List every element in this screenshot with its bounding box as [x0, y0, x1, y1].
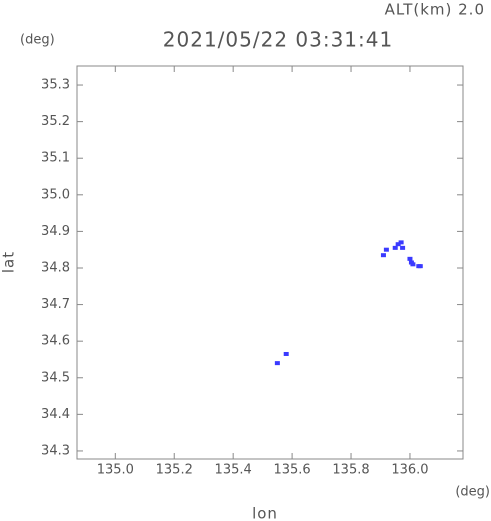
x-tick-label: 135.6 [273, 463, 310, 478]
x-tick-label: 135.2 [156, 463, 193, 478]
x-tick-label: 135.0 [97, 463, 134, 478]
data-point [395, 242, 401, 247]
data-point [417, 264, 423, 269]
plot-frame [76, 65, 464, 460]
y-tick-label: 34.8 [41, 260, 70, 275]
y-axis-label: lat [0, 251, 18, 273]
x-tick-label: 135.4 [215, 463, 252, 478]
data-point [400, 245, 406, 250]
data-point [383, 247, 389, 252]
x-unit: (deg) [455, 485, 490, 500]
y-tick-label: 35.0 [41, 187, 70, 202]
altitude-label: ALT(km) 2.0 [385, 1, 485, 19]
data-point [283, 351, 289, 356]
y-tick-label: 35.2 [41, 114, 70, 129]
y-tick-label: 34.6 [41, 334, 70, 349]
y-tick-label: 34.4 [41, 407, 70, 422]
data-point [380, 253, 386, 258]
y-tick-label: 34.9 [41, 224, 70, 239]
x-axis-label: lon [252, 505, 278, 521]
data-point [407, 256, 413, 261]
y-tick-label: 34.7 [41, 297, 70, 312]
data-point [392, 245, 398, 250]
data-point [274, 361, 280, 366]
y-tick-label: 34.5 [41, 370, 70, 385]
chart-title: 2021/05/22 03:31:41 [163, 28, 393, 52]
data-point [410, 262, 416, 267]
y-tick-label: 34.3 [41, 443, 70, 458]
y-unit: (deg) [20, 33, 55, 48]
x-tick-label: 135.8 [332, 463, 369, 478]
data-point [398, 240, 404, 245]
y-tick-label: 35.3 [41, 78, 70, 93]
y-tick-label: 35.1 [41, 151, 70, 166]
x-tick-label: 136.0 [391, 463, 428, 478]
